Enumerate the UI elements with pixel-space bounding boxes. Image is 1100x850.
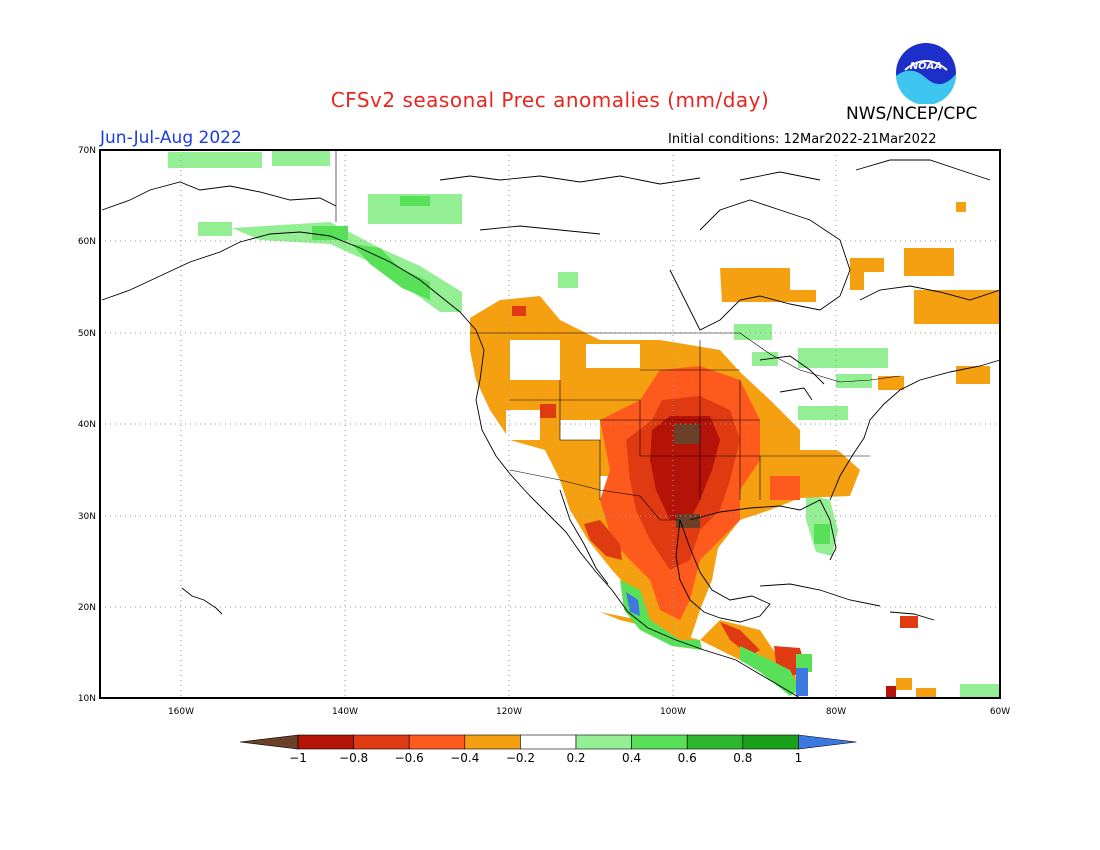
longitude-labels: 160W 140W 120W 100W 80W 60W bbox=[168, 707, 1010, 717]
noaa-logo: NOAA bbox=[896, 43, 957, 104]
colorbar-segment bbox=[353, 734, 410, 750]
colorbar-high-arrow bbox=[798, 734, 857, 750]
colorbar-tick-label: 0.8 bbox=[733, 751, 752, 765]
lon-label: 160W bbox=[168, 707, 194, 717]
colorbar-segment bbox=[464, 734, 521, 750]
graticule bbox=[100, 150, 1000, 698]
latitude-labels: 70N 60N 50N 40N 30N 20N 10N bbox=[78, 146, 96, 704]
lon-label: 60W bbox=[990, 707, 1010, 717]
coastlines bbox=[101, 159, 1001, 699]
colorbar-tick-label: −0.8 bbox=[339, 751, 368, 765]
colorbar-tick-label: 0.2 bbox=[566, 751, 585, 765]
colorbar-tick-label: 1 bbox=[795, 751, 803, 765]
colorbar-segment bbox=[520, 734, 577, 750]
colorbar-segment bbox=[408, 734, 466, 750]
colorbar-segment bbox=[686, 734, 744, 750]
map-border bbox=[99, 149, 1001, 699]
lon-label: 80W bbox=[826, 707, 846, 717]
colorbar-tick-label: 0.4 bbox=[622, 751, 641, 765]
colorbar-tick-label: 0.6 bbox=[678, 751, 697, 765]
lon-label: 140W bbox=[332, 707, 358, 717]
lat-label: 60N bbox=[78, 237, 96, 247]
initial-conditions-label: Initial conditions: 12Mar2022-21Mar2022 bbox=[668, 132, 937, 147]
colorbar-segment bbox=[631, 734, 688, 750]
lat-label: 40N bbox=[78, 420, 96, 430]
map-title: CFSv2 seasonal Prec anomalies (mm/day) bbox=[330, 88, 770, 112]
colorbar-tick-label: −1 bbox=[289, 751, 307, 765]
season-label: Jun-Jul-Aug 2022 bbox=[100, 128, 242, 148]
colorbar-low-arrow bbox=[239, 734, 299, 750]
lat-label: 30N bbox=[78, 512, 96, 522]
lat-label: 10N bbox=[78, 694, 96, 704]
colorbar: −1 −0.8 −0.6 −0.4 −0.2 0.2 0.4 0.6 0.8 1 bbox=[239, 734, 857, 765]
noaa-logo-text: NOAA bbox=[910, 61, 942, 72]
colorbar-tick-label: −0.2 bbox=[506, 751, 535, 765]
colorbar-segment bbox=[575, 734, 632, 750]
colorbar-segment bbox=[742, 734, 799, 750]
agency-label: NWS/NCEP/CPC bbox=[846, 104, 978, 124]
lat-label: 70N bbox=[78, 146, 96, 156]
lon-label: 120W bbox=[496, 707, 522, 717]
lat-label: 20N bbox=[78, 603, 96, 613]
colorbar-segment bbox=[297, 734, 354, 750]
political-borders bbox=[335, 150, 901, 521]
colorbar-tick-label: −0.4 bbox=[450, 751, 479, 765]
lon-label: 100W bbox=[660, 707, 686, 717]
colorbar-tick-label: −0.6 bbox=[395, 751, 424, 765]
lat-label: 50N bbox=[78, 329, 96, 339]
